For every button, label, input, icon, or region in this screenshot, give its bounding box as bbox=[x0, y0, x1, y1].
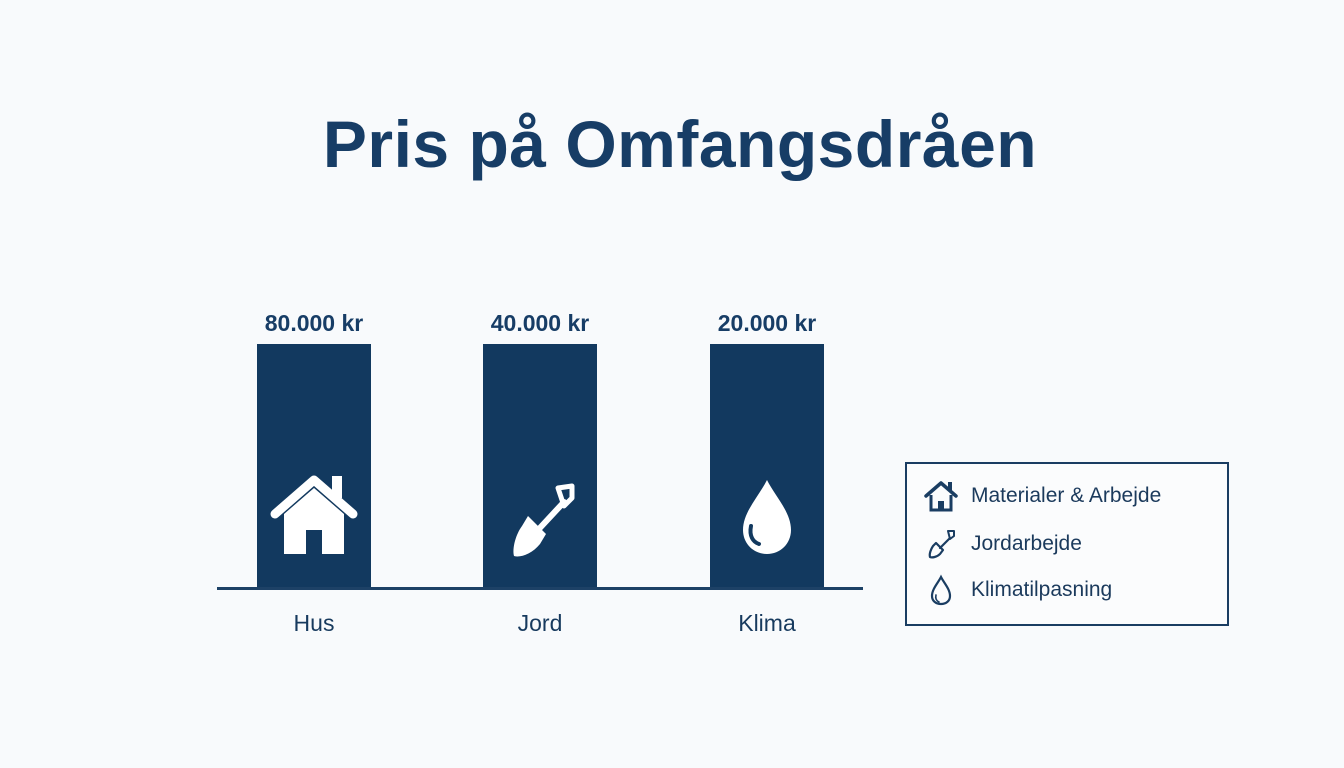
legend-item-materialer: Materialer & Arbejde bbox=[923, 479, 1161, 513]
water-drop-icon bbox=[923, 573, 959, 607]
bar-klima bbox=[710, 344, 824, 589]
category-label: Jord bbox=[517, 610, 563, 636]
chart-title: Pris på Omfangsdråen bbox=[322, 107, 1038, 181]
bar-value-label: 40.000 kr bbox=[490, 310, 590, 336]
legend-label: Materialer & Arbejde bbox=[971, 484, 1162, 507]
water-drop-icon bbox=[710, 478, 824, 556]
category-label: Klima bbox=[738, 610, 796, 636]
legend-label: Jordarbejde bbox=[971, 532, 1082, 555]
shovel-icon bbox=[483, 478, 597, 562]
legend: Materialer & Arbejde Jordarbejde Klimati… bbox=[905, 462, 1229, 626]
bar-value-label: 80.000 kr bbox=[264, 310, 364, 336]
category-label: Hus bbox=[293, 610, 335, 636]
legend-item-klimatilpasning: Klimatilpasning bbox=[923, 573, 1112, 607]
shovel-icon bbox=[923, 527, 959, 561]
house-icon bbox=[923, 479, 959, 513]
legend-item-jordarbejde: Jordarbejde bbox=[923, 527, 1082, 561]
house-icon bbox=[257, 472, 371, 554]
legend-label: Klimatilpasning bbox=[971, 578, 1113, 601]
bar-jord bbox=[483, 344, 597, 589]
bar-value-label: 20.000 kr bbox=[717, 310, 817, 336]
bar-hus bbox=[257, 344, 371, 589]
x-axis-line bbox=[217, 587, 863, 590]
